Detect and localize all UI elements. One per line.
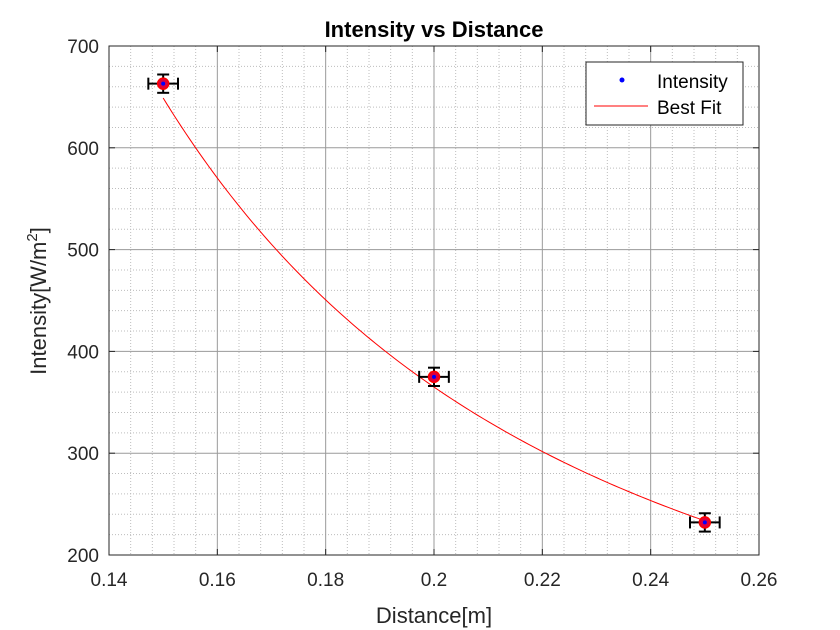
legend-box: [585, 61, 744, 126]
chart-title: Intensity vs Distance: [325, 17, 544, 42]
y-tick-label: 700: [67, 37, 99, 58]
y-ticks: 200 300 400 500 600 700: [67, 37, 759, 567]
y-tick-label: 600: [67, 139, 99, 160]
y-axis-label: Intensity[W/m2]: [24, 227, 51, 375]
x-tick-label: 0.16: [199, 570, 236, 591]
legend-marker-intensity: [619, 77, 625, 83]
y-tick-label: 400: [67, 342, 99, 363]
y-axis-label-close: ]: [26, 227, 51, 233]
x-axis-label: Distance[m]: [376, 603, 492, 628]
data-point: [702, 520, 707, 525]
x-ticks: 0.14 0.16 0.18 0.2 0.22 0.24 0.26: [91, 46, 778, 591]
points-layer: [147, 73, 721, 533]
data-point: [161, 81, 166, 86]
legend-label-best-fit: Best Fit: [657, 98, 722, 119]
x-tick-label: 0.2: [421, 570, 447, 591]
y-axis-label-sup: 2: [24, 233, 41, 241]
x-tick-label: 0.14: [91, 570, 128, 591]
x-tick-label: 0.18: [307, 570, 344, 591]
legend-label-intensity: Intensity: [657, 72, 728, 93]
fit-layer: [162, 97, 705, 522]
y-tick-label: 200: [67, 546, 99, 567]
x-tick-label: 0.24: [632, 570, 669, 591]
y-tick-label: 300: [67, 444, 99, 465]
x-tick-label: 0.22: [524, 570, 561, 591]
legend: Intensity Best Fit: [585, 61, 744, 126]
data-point: [432, 374, 436, 379]
data-point-group: [418, 366, 450, 388]
x-tick-label: 0.26: [741, 570, 778, 591]
data-point-group: [689, 512, 721, 533]
y-axis-label-main: Intensity[W/m: [26, 242, 51, 375]
y-tick-label: 500: [67, 241, 99, 262]
data-point-group: [147, 73, 179, 94]
best-fit-line: [162, 97, 705, 522]
